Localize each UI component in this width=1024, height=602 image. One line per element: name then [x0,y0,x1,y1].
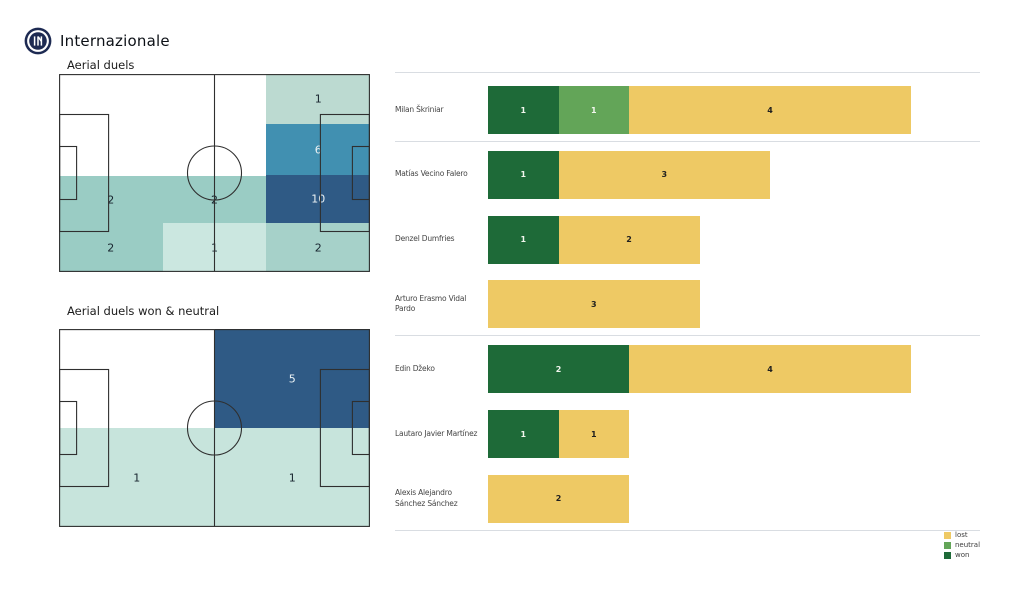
bar-segment-won: 2 [488,345,629,394]
bar-segment-won: 1 [488,410,559,458]
group-separator-line [395,529,980,531]
zone-value-label: 10 [311,192,326,206]
player-name: Matías Vecino Falero [395,169,468,179]
segment-value: 1 [520,170,527,180]
zone-value-label: 1 [288,471,296,484]
segment-value: 1 [590,105,597,115]
aerial-duels-heatmap: 1 6 10 2 2 2 2 1 [59,74,370,272]
legend-swatch-won-icon [944,551,951,559]
player-name: Arturo Erasmo Vidal Pardo [395,293,467,314]
zone-value-label: 2 [314,241,322,255]
bar-segment-lost: 4 [629,345,911,394]
zone-value-label: 6 [314,143,322,157]
player-name: Milan Škriniar [395,104,444,114]
group-separator-line [395,335,980,337]
segment-value: 3 [590,299,597,309]
segment-value: 3 [661,170,668,180]
segment-value: 1 [520,429,527,439]
zone-value-label: 1 [133,471,141,484]
segment-value: 1 [520,105,527,115]
aerial-duels-bar-chart: Milan Škriniar 1 1 4 Matías Vecino Falero 1 3 D… [395,72,980,538]
legend-item-won: won [944,551,980,559]
group-separator-line [395,141,980,142]
legend-swatch-lost-icon [944,531,951,539]
player-name: Alexis Alejandro Sánchez Sánchez [395,487,458,508]
legend-item-neutral: neutral [944,541,980,549]
pitch-map-title-aerial-duels-won-neutral: Aerial duels won & neutral [67,304,220,318]
segment-value: 2 [555,364,562,374]
team-header: Internazionale [24,27,170,55]
player-name: Edin Džeko [395,363,435,373]
segment-value: 1 [520,235,527,245]
inter-club-logo-icon [24,27,52,55]
bar-segment-won: 1 [488,215,559,264]
segment-value: 4 [767,105,773,115]
player-bar: 3 [488,280,700,329]
legend-label: lost [955,531,968,539]
bar-segment-lost: 4 [629,86,911,134]
bar-segment-lost: 3 [488,280,700,329]
bar-segment-neutral: 1 [558,86,629,134]
zone-value-label: 1 [211,241,218,255]
segment-value: 2 [555,494,562,504]
legend-label: won [955,551,970,559]
group-separator-line [395,72,980,73]
bar-segment-lost: 1 [558,410,629,458]
legend: lost neutral won [944,531,980,559]
bar-segment-won: 1 [488,86,559,134]
segment-value: 1 [590,429,597,439]
zone-value-label: 2 [211,193,218,207]
bar-segment-lost: 3 [558,150,770,199]
bar-segment-lost: 2 [488,474,629,523]
zone-value-label: 2 [107,241,115,255]
legend-item-lost: lost [944,531,980,539]
bar-segment-won: 1 [488,150,559,199]
zone-value-label: 2 [107,193,115,207]
zone-value-label: 1 [314,92,322,106]
legend-label: neutral [955,541,981,549]
player-bar: 1 1 4 [488,86,911,134]
player-name: Lautaro Javier Martínez [395,428,478,438]
zone-value-label: 5 [288,372,296,385]
team-name: Internazionale [60,32,170,50]
aerial-duels-won-neutral-heatmap: 5 1 1 [59,329,370,527]
legend-swatch-neutral-icon [944,541,951,549]
bar-segment-lost: 2 [558,215,700,264]
player-bar: 2 [488,474,629,523]
player-name: Denzel Dumfries [395,234,455,244]
segment-value: 4 [767,364,773,374]
segment-value: 2 [626,235,632,245]
pitch-map-title-aerial-duels: Aerial duels [67,58,135,72]
